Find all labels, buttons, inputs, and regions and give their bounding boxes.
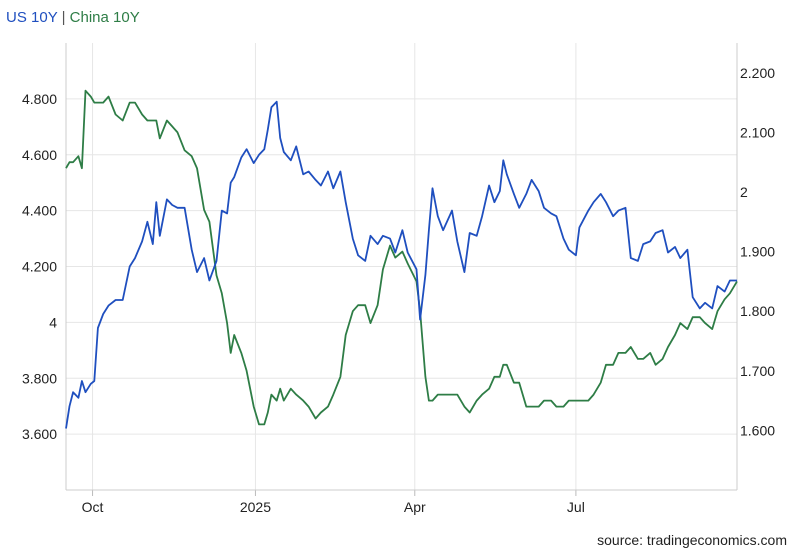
us-10y-line bbox=[65, 100, 737, 429]
y-left-tick-label: 4.600 bbox=[22, 147, 57, 163]
y-right-tick-label: 1.700 bbox=[740, 363, 775, 379]
legend-us-10y: US 10Y bbox=[6, 9, 58, 26]
y-left-tick-label: 4.800 bbox=[22, 91, 57, 107]
source-note: source: tradingeconomics.com bbox=[597, 532, 787, 548]
china-10y-line bbox=[65, 89, 738, 426]
legend-separator: | bbox=[57, 9, 70, 26]
axes bbox=[65, 43, 738, 496]
x-tick-label: Jul bbox=[567, 499, 585, 515]
grid-lines bbox=[66, 43, 737, 490]
y-right-tick-label: 2 bbox=[740, 184, 748, 200]
y-right-tick-label: 2.100 bbox=[740, 124, 775, 140]
y-right-tick-label: 1.800 bbox=[740, 303, 775, 319]
y-left-tick-label: 3.600 bbox=[22, 426, 57, 442]
y-left-tick-label: 4.200 bbox=[22, 259, 57, 275]
y-right-tick-label: 1.900 bbox=[740, 244, 775, 260]
series-lines bbox=[65, 89, 738, 429]
x-tick-label: 2025 bbox=[240, 499, 271, 515]
x-tick-label: Oct bbox=[82, 499, 104, 515]
chart-legend: US 10Y | China 10Y bbox=[6, 9, 140, 26]
y-right-tick-label: 1.600 bbox=[740, 422, 775, 438]
y-left-tick-label: 4.400 bbox=[22, 203, 57, 219]
tick-labels: 3.600 3.800 4 4.200 4.400 4.600 4.800 1.600 1.70… bbox=[22, 65, 775, 515]
x-tick-label: Apr bbox=[404, 499, 426, 515]
y-left-tick-label: 3.800 bbox=[22, 370, 57, 386]
y-right-tick-label: 2.200 bbox=[740, 65, 775, 81]
legend-china-10y: China 10Y bbox=[69, 9, 140, 26]
y-left-tick-label: 4 bbox=[49, 314, 57, 330]
